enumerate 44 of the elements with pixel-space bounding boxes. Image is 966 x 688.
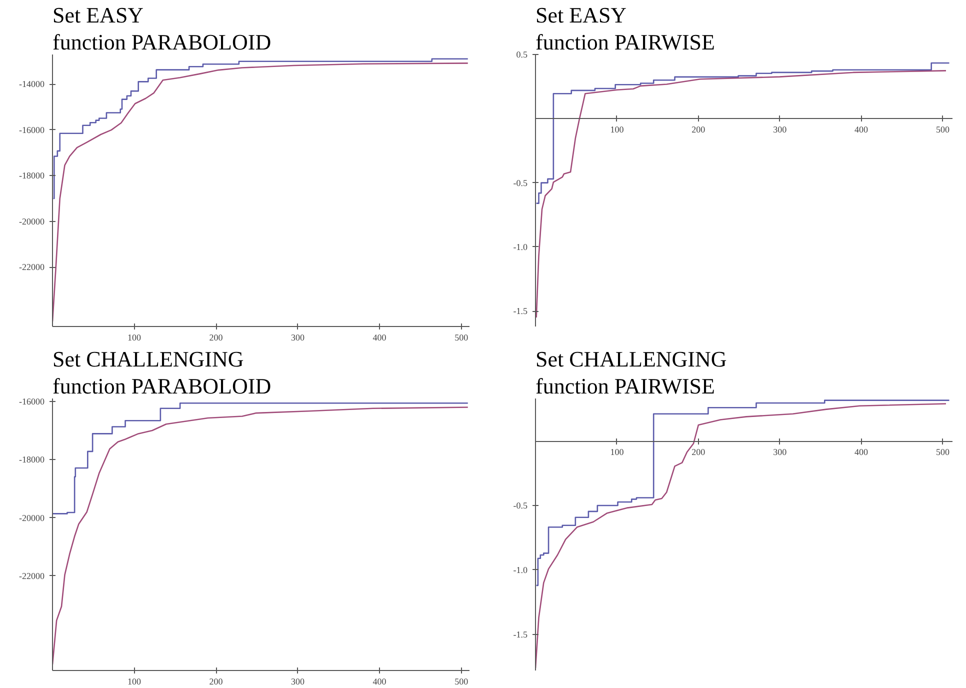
- x-tick-label: 100: [128, 332, 142, 342]
- x-tick-label: 200: [209, 676, 224, 686]
- x-tick-label: 200: [692, 124, 706, 135]
- chart-title: Set CHALLENGING: [536, 346, 727, 372]
- y-tick-label: -22000: [19, 262, 45, 272]
- x-tick-label: 500: [936, 447, 950, 458]
- chart-subtitle: function PARABOLOID: [52, 30, 272, 54]
- chart-subtitle: function PAIRWISE: [536, 374, 715, 398]
- x-tick-label: 400: [854, 124, 869, 135]
- x-tick-label: 300: [291, 332, 306, 342]
- chart-subtitle: function PAIRWISE: [536, 30, 715, 54]
- y-tick-label: -18000: [19, 454, 45, 465]
- x-tick-label: 200: [209, 332, 224, 342]
- x-tick-label: 400: [372, 676, 387, 686]
- y-tick-label: -1.5: [513, 629, 528, 640]
- y-tick-label: 0.5: [516, 50, 528, 60]
- x-tick-label: 300: [773, 447, 788, 458]
- x-tick-label: 500: [454, 332, 469, 342]
- y-tick-label: -22000: [19, 570, 45, 581]
- y-tick-label: -0.5: [513, 178, 528, 188]
- x-tick-label: 100: [610, 447, 624, 458]
- y-tick-label: -16000: [19, 124, 45, 135]
- x-tick-label: 400: [854, 447, 869, 458]
- x-tick-label: 400: [372, 332, 387, 342]
- y-tick-label: -18000: [19, 170, 45, 181]
- x-tick-label: 300: [291, 676, 306, 686]
- x-tick-label: 200: [692, 447, 706, 458]
- chart-title: Set EASY: [52, 2, 144, 28]
- y-tick-label: -1.0: [513, 564, 528, 575]
- y-tick-label: -1.0: [513, 242, 528, 252]
- y-tick-label: -20000: [19, 216, 45, 226]
- x-tick-label: 100: [128, 676, 142, 686]
- chart-title: Set EASY: [536, 2, 627, 28]
- x-tick-label: 300: [773, 124, 788, 135]
- chart-title: Set CHALLENGING: [52, 346, 244, 372]
- x-tick-label: 500: [936, 124, 950, 135]
- y-tick-label: -16000: [19, 396, 45, 406]
- x-tick-label: 500: [454, 676, 469, 686]
- y-tick-label: -1.5: [513, 306, 528, 316]
- y-tick-label: -20000: [19, 512, 45, 523]
- y-tick-label: -0.5: [513, 500, 528, 510]
- y-tick-label: -14000: [19, 79, 45, 90]
- x-tick-label: 100: [610, 124, 624, 135]
- chart-subtitle: function PARABOLOID: [52, 374, 272, 398]
